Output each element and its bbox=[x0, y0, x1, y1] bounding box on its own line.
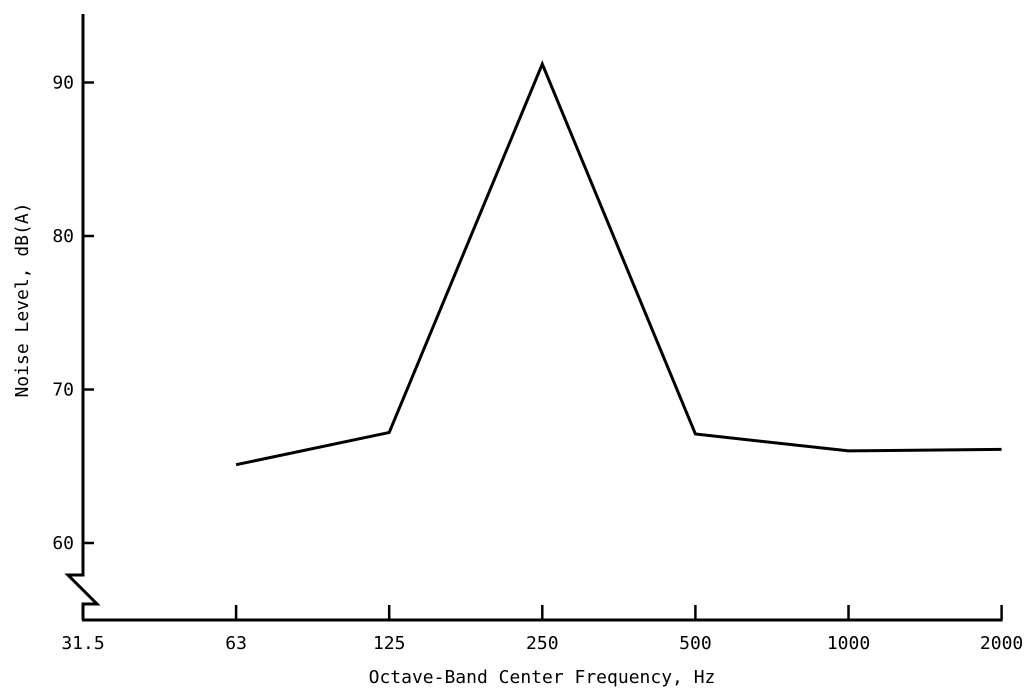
y-axis-line bbox=[64, 14, 101, 620]
y-tick-label-80: 80 bbox=[52, 226, 74, 247]
axes bbox=[64, 14, 1003, 622]
x-tick-label-125: 125 bbox=[373, 633, 406, 654]
x-tick-label-63: 63 bbox=[225, 633, 247, 654]
x-tick-label-500: 500 bbox=[679, 633, 712, 654]
x-tick-label-2000: 2000 bbox=[980, 633, 1023, 654]
x-axis-title: Octave-Band Center Frequency, Hz bbox=[369, 667, 716, 688]
series-layer bbox=[235, 60, 1002, 467]
y-tick-label-60: 60 bbox=[52, 533, 74, 554]
x-tick-label-31.5: 31.5 bbox=[61, 633, 104, 654]
y-axis-title: Noise Level, dB(A) bbox=[12, 202, 33, 397]
x-tick-label-250: 250 bbox=[526, 633, 559, 654]
x-tick-label-1000: 1000 bbox=[827, 633, 870, 654]
ticks: 60 70 80 90 31.5 63 125 250 500 1000 2000 bbox=[52, 73, 1023, 655]
y-tick-label-90: 90 bbox=[52, 73, 74, 94]
y-tick-label-70: 70 bbox=[52, 380, 74, 401]
series-line-0 bbox=[235, 60, 1002, 467]
